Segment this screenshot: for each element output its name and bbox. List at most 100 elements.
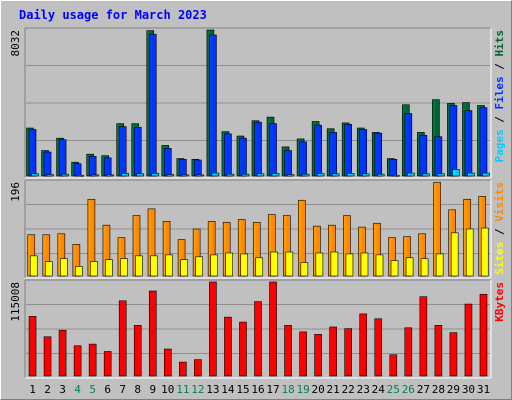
bar-hits-pages-21 <box>331 173 340 177</box>
bar-visits-sites-18-body <box>285 251 294 277</box>
x-tick-label-16: 16 <box>251 383 264 396</box>
bar-hits-pages-15-body <box>241 173 250 177</box>
panel-hits: 8032 Pages / Files / Hits <box>9 27 506 179</box>
bar-visits-sites-3-shine <box>60 259 64 276</box>
bar-visits-visits-6-shine <box>103 225 106 276</box>
x-tick-label-27: 27 <box>417 383 430 396</box>
bar-hits-pages-4 <box>76 174 84 177</box>
bar-hits-pages-1-body <box>31 173 39 177</box>
bar-visits-sites-8-shine <box>135 256 139 276</box>
bar-hits-pages-14-body <box>226 173 235 177</box>
bar-visits-sites-24-body <box>375 254 384 277</box>
x-tick-label-12: 12 <box>191 383 204 396</box>
bar-hits-pages-25-body <box>391 174 400 177</box>
bar-visits-visits-20-shine <box>313 226 317 276</box>
bar-visits-sites-23 <box>360 252 369 277</box>
legend-separator: / <box>493 110 506 130</box>
bar-visits-sites-29 <box>450 232 459 277</box>
bar-kbytes-kbytes-27-body <box>419 296 428 377</box>
bar-visits-sites-27 <box>420 258 429 277</box>
bar-visits-sites-9-body <box>150 255 158 277</box>
bar-hits-pages-7-body <box>121 173 130 177</box>
bar-visits-sites-21-shine <box>331 252 334 276</box>
bar-visits-sites-9-shine <box>151 256 154 276</box>
bar-kbytes-kbytes-30-shine <box>465 304 468 376</box>
bar-hits-hits-11-shine <box>177 159 180 176</box>
bar-kbytes-kbytes-17 <box>269 281 277 377</box>
bar-hits-pages-12 <box>196 174 205 177</box>
bar-visits-sites-13-body <box>210 254 218 277</box>
bar-visits-sites-8 <box>135 255 143 277</box>
bar-visits-visits-8-shine <box>133 216 136 276</box>
chart-panels: 8032 Pages / Files / Hits 196 Sites / Visit… <box>9 27 506 379</box>
legend-hits: Pages / Files / Hits <box>493 30 506 163</box>
x-tick-label-8: 8 <box>134 383 141 396</box>
bar-hits-pages-3 <box>61 173 69 177</box>
bar-kbytes-kbytes-16-body <box>254 301 262 377</box>
bar-kbytes-kbytes-6-shine <box>104 351 108 376</box>
bar-kbytes-kbytes-21-body <box>329 326 337 377</box>
bar-visits-sites-28-shine <box>436 254 440 276</box>
bar-kbytes-kbytes-5-shine <box>89 344 93 376</box>
bar-hits-files-26-shine <box>405 113 408 176</box>
bar-hits-files-22 <box>344 124 352 177</box>
bar-visits-sites-1-shine <box>30 256 34 276</box>
bar-visits-sites-22-body <box>345 253 354 277</box>
bar-hits-files-7 <box>118 126 127 177</box>
bar-visits-sites-4-shine <box>75 266 79 276</box>
bar-kbytes-kbytes-18-shine <box>285 325 288 376</box>
bar-hits-files-2 <box>43 151 52 177</box>
bar-kbytes-kbytes-6-body <box>103 351 112 377</box>
bar-hits-hits-22-shine <box>342 123 346 176</box>
bar-visits-sites-23-shine <box>361 253 364 276</box>
bar-visits-visits-2-shine <box>43 235 46 276</box>
bar-visits-sites-29-shine <box>451 233 455 276</box>
bar-visits-sites-30-shine <box>466 229 470 276</box>
bar-kbytes-kbytes-20 <box>314 334 322 377</box>
bar-hits-pages-17 <box>271 173 280 177</box>
bar-kbytes-kbytes-13-shine <box>209 282 213 376</box>
bar-hits-pages-26-body <box>407 172 415 177</box>
bar-kbytes-kbytes-21-shine <box>330 327 333 376</box>
x-tick-label-6: 6 <box>104 383 111 396</box>
bar-visits-sites-26-body <box>405 257 414 277</box>
bar-hits-files-30-shine <box>465 111 468 176</box>
bar-hits-pages-6-body <box>106 174 114 177</box>
bar-hits-files-4-shine <box>74 164 78 176</box>
bar-visits-visits-17-shine <box>268 215 272 276</box>
bar-kbytes-kbytes-2-body <box>43 336 52 377</box>
bar-hits-files-19 <box>299 141 307 177</box>
bar-hits-pages-21-body <box>331 173 340 177</box>
bar-hits-pages-7-shine <box>122 173 125 176</box>
bar-visits-sites-19-shine <box>301 263 304 276</box>
bar-visits-sites-9 <box>150 255 158 277</box>
bar-visits-visits-30-shine <box>464 199 467 276</box>
bar-hits-hits-24-shine <box>372 132 376 176</box>
x-tick-label-21: 21 <box>327 383 340 396</box>
bar-hits-pages-2 <box>46 174 54 177</box>
bar-hits-pages-11 <box>181 174 190 177</box>
bar-hits-hits-29-shine <box>447 103 451 176</box>
bar-visits-visits-14-shine <box>223 222 227 276</box>
bar-hits-pages-9-shine <box>152 173 155 176</box>
bar-hits-pages-11-shine <box>182 175 185 176</box>
bar-hits-files-1-shine <box>29 129 32 176</box>
x-tick-label-22: 22 <box>342 383 355 396</box>
bar-hits-hits-4-shine <box>72 162 75 176</box>
bar-visits-sites-16-shine <box>256 258 259 276</box>
bar-visits-sites-26 <box>405 257 414 277</box>
bar-hits-pages-25-shine <box>392 175 396 177</box>
bar-hits-files-4 <box>73 163 82 177</box>
bar-hits-files-23 <box>359 129 368 177</box>
bar-hits-files-26 <box>404 113 413 177</box>
bar-hits-pages-3-shine <box>62 174 65 176</box>
bar-visits-sites-21 <box>330 251 339 277</box>
bar-visits-visits-19-shine <box>298 200 302 276</box>
bar-hits-hits-26-shine <box>402 105 406 176</box>
bar-visits-visits-13-shine <box>208 221 212 276</box>
bar-visits-visits-28-shine <box>434 182 437 276</box>
bar-hits-hits-2-shine <box>42 151 45 176</box>
bar-kbytes-kbytes-11 <box>179 361 187 377</box>
bar-hits-hits-27-shine <box>417 132 421 176</box>
bar-hits-files-17-shine <box>270 124 273 176</box>
